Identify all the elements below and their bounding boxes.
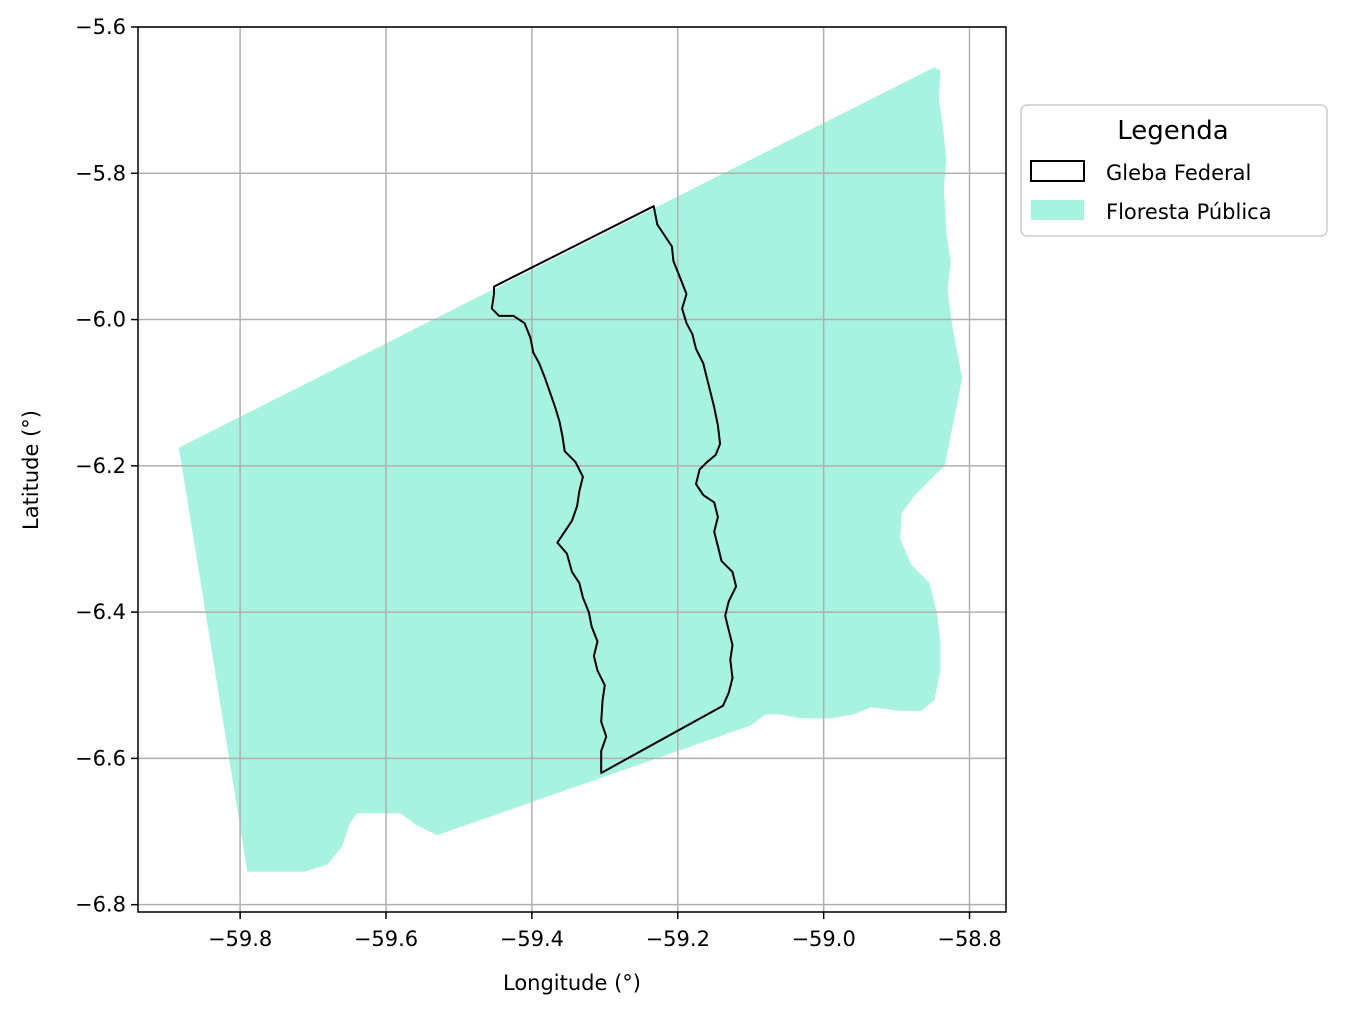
legend-swatch-gleba-federal <box>1030 160 1085 182</box>
legend-label-gleba-federal: Gleba Federal <box>1106 161 1251 185</box>
y-tick-label: −5.6 <box>75 15 126 39</box>
x-tick-label: −59.6 <box>354 927 418 951</box>
legend-box <box>1020 104 1328 237</box>
legend-title: Legenda <box>1117 116 1228 146</box>
plot-area-frame <box>137 26 1007 913</box>
floresta-publica-polygon <box>178 67 963 872</box>
x-tick-label: −59.0 <box>791 927 855 951</box>
legend-swatch-floresta-publica <box>1031 200 1084 220</box>
grid-lines <box>138 26 1006 912</box>
y-axis-ticks: −5.6 −5.8 −6.0 −6.2 −6.4 −6.6 −6.8 <box>75 15 138 917</box>
y-axis-title: Latitude (°) <box>19 410 43 530</box>
y-tick-label: −6.2 <box>75 454 126 478</box>
legend-label-floresta-publica: Floresta Pública <box>1106 200 1272 224</box>
x-tick-label: −58.8 <box>937 927 1001 951</box>
x-tick-label: −59.8 <box>208 927 272 951</box>
x-tick-label: −59.2 <box>646 927 710 951</box>
y-tick-label: −6.0 <box>75 308 126 332</box>
floresta-publica-layer <box>178 67 963 872</box>
gleba-federal-layer <box>490 205 738 774</box>
gleba-federal-outline <box>490 205 738 774</box>
x-axis-ticks: −59.8 −59.6 −59.4 −59.2 −59.0 −58.8 <box>208 912 1002 951</box>
legend: Legenda Gleba Federal Floresta Pública <box>1020 104 1328 237</box>
y-tick-label: −6.8 <box>75 893 126 917</box>
x-axis-title: Longitude (°) <box>503 971 641 995</box>
y-tick-label: −6.6 <box>75 746 126 770</box>
x-tick-label: −59.4 <box>500 927 564 951</box>
y-tick-label: −6.4 <box>75 600 126 624</box>
y-tick-label: −5.8 <box>75 161 126 185</box>
